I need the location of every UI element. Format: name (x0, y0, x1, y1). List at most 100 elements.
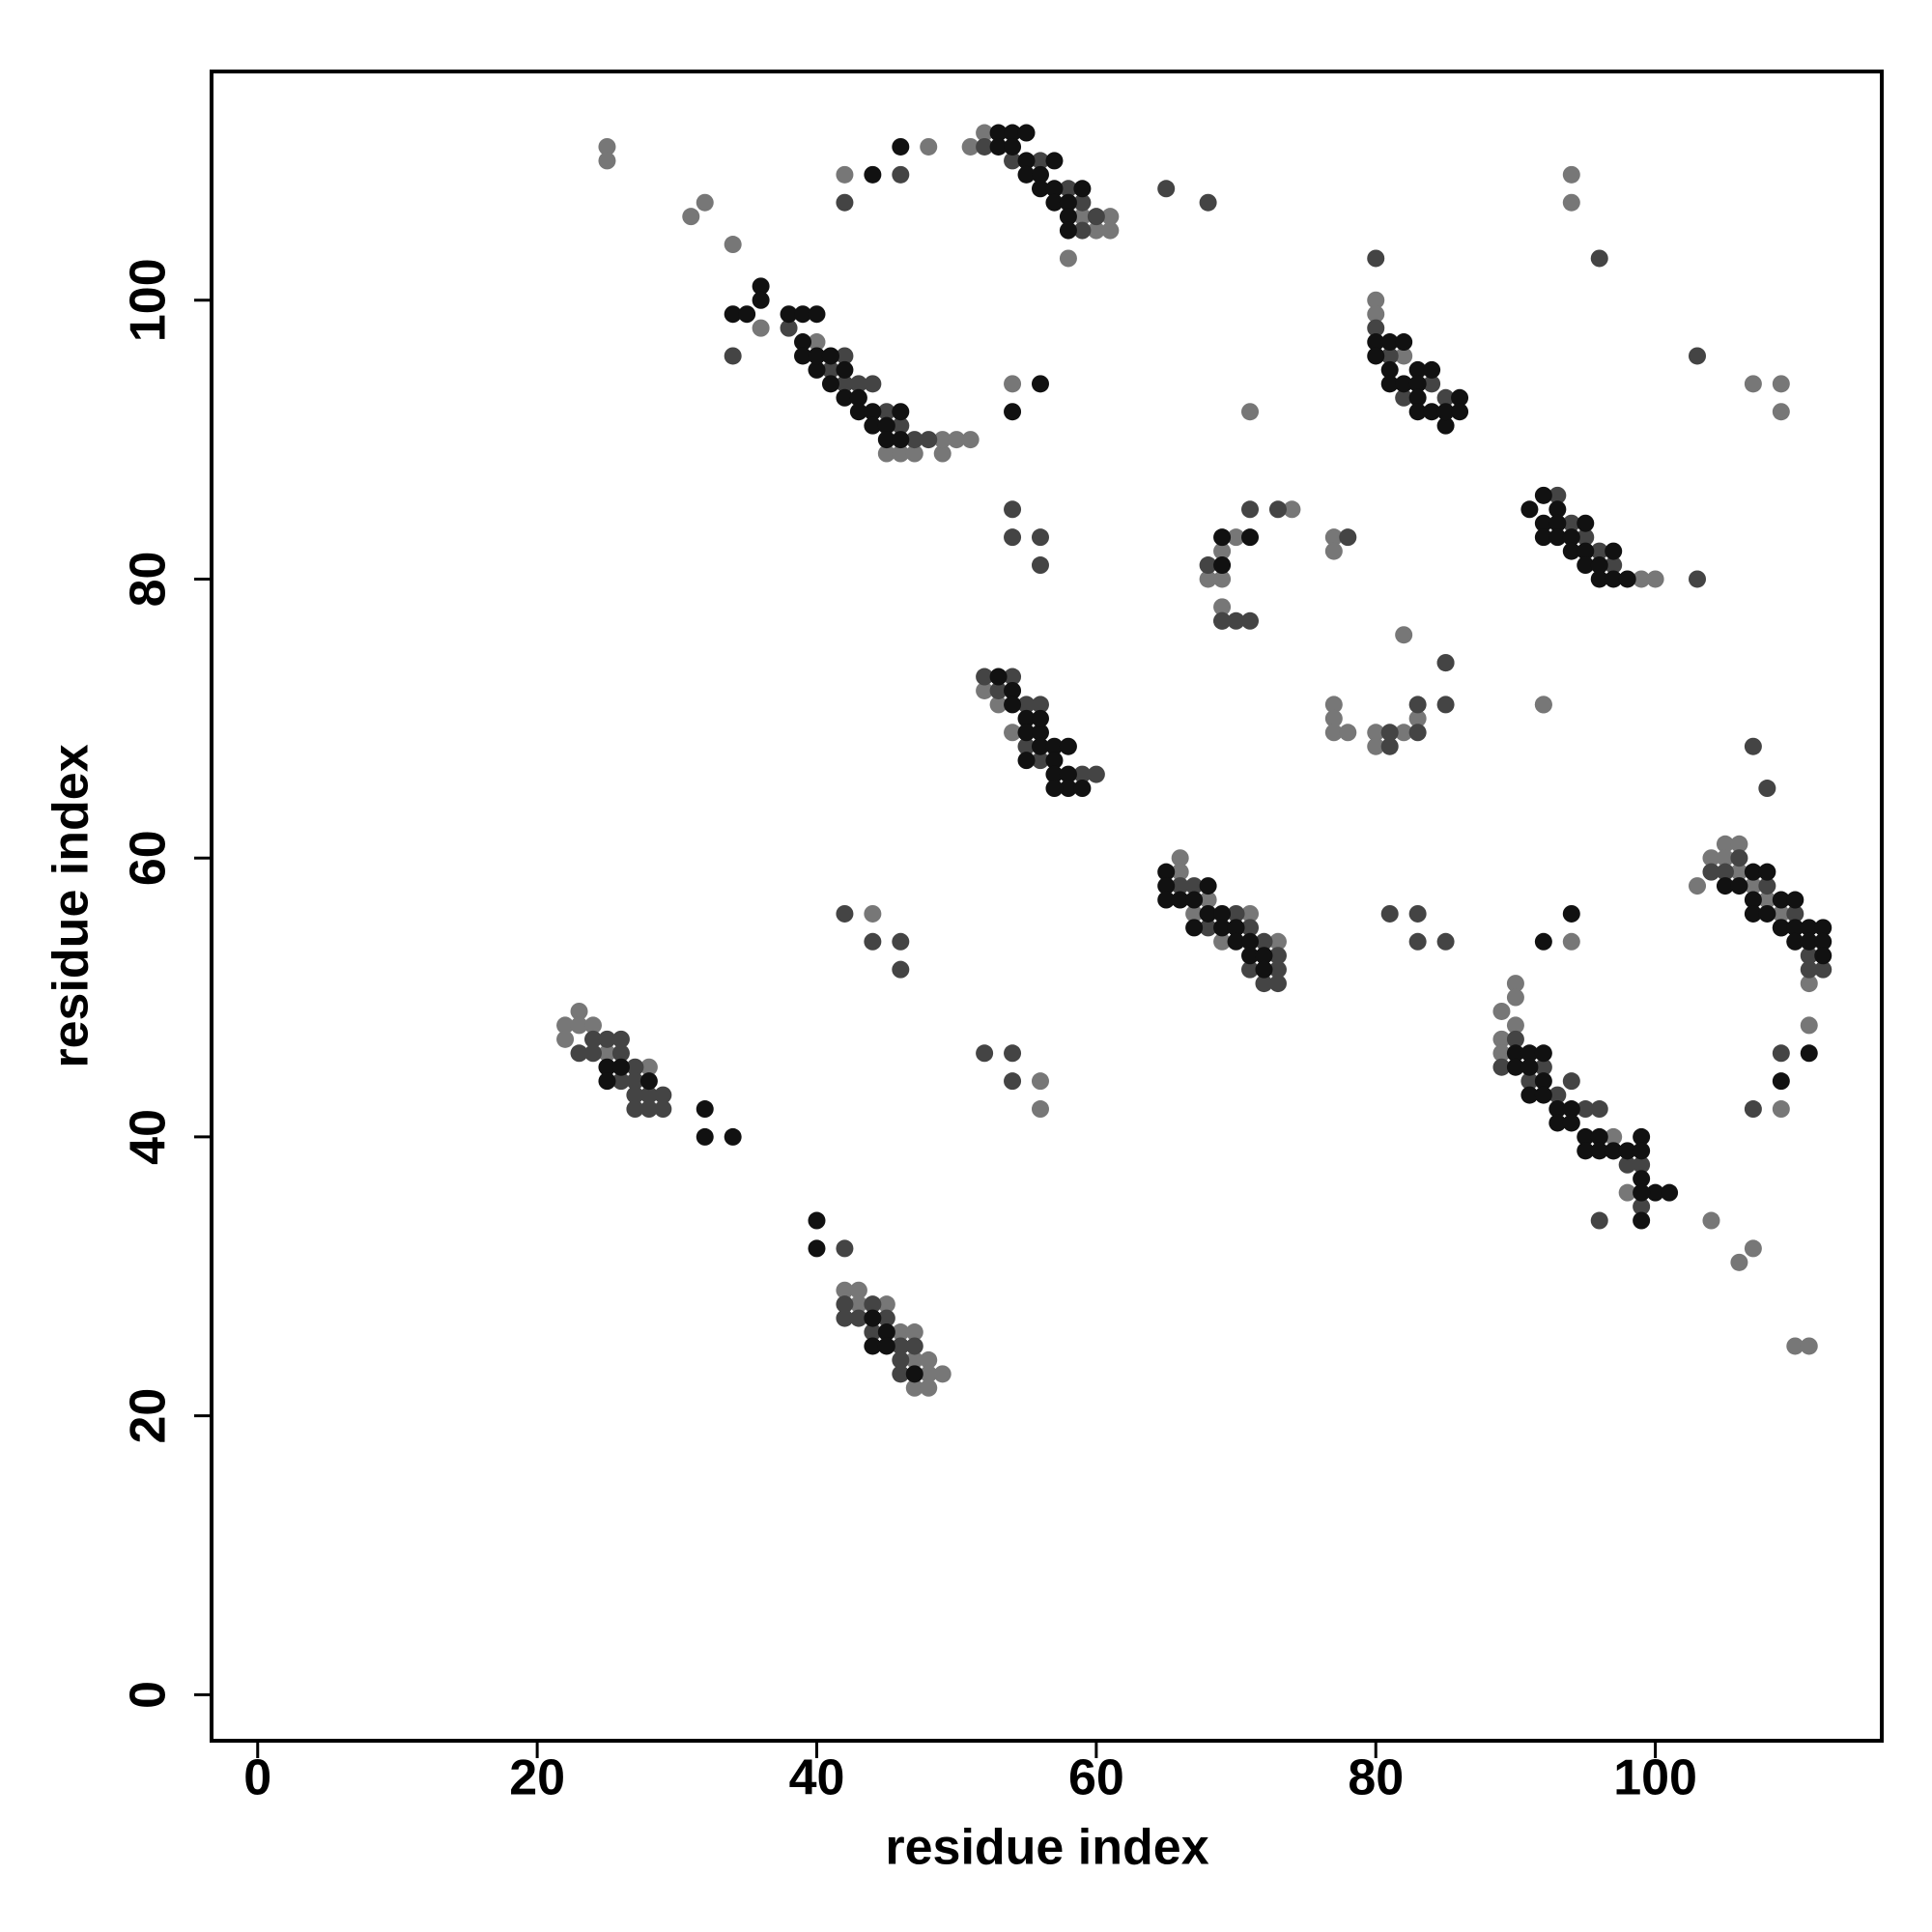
point (836, 388, 854, 407)
point (1423, 403, 1441, 421)
point (1436, 654, 1455, 672)
point (1702, 863, 1720, 881)
point (920, 1378, 938, 1397)
point (1157, 863, 1176, 881)
point (1213, 570, 1232, 588)
y-tick-label: 0 (121, 1681, 177, 1709)
point (1534, 486, 1552, 504)
point (1213, 932, 1232, 951)
point (1716, 863, 1734, 881)
point (1073, 193, 1092, 212)
point (583, 1030, 602, 1048)
point (1017, 165, 1036, 184)
point (864, 1309, 882, 1327)
point (1758, 891, 1776, 909)
point (1590, 570, 1608, 588)
point (1520, 1072, 1539, 1091)
point (1004, 696, 1022, 714)
point (920, 431, 938, 449)
point (905, 1350, 923, 1369)
point (1577, 514, 1595, 532)
point (1506, 1058, 1524, 1076)
point (948, 431, 966, 449)
point (1689, 347, 1707, 365)
point (864, 375, 882, 393)
point (1646, 570, 1664, 588)
point (892, 165, 910, 184)
point (1241, 904, 1260, 923)
point (1520, 1086, 1539, 1104)
point (1548, 1100, 1567, 1119)
point (1758, 863, 1776, 881)
point (1506, 1030, 1524, 1048)
point (1562, 904, 1580, 923)
point (1436, 932, 1455, 951)
point (877, 416, 895, 435)
point (1520, 1058, 1539, 1076)
point (1577, 1127, 1595, 1146)
point (1004, 152, 1022, 170)
point (1255, 975, 1273, 993)
point (808, 347, 826, 365)
point (1492, 1044, 1511, 1063)
point (1633, 1183, 1651, 1202)
point (864, 932, 882, 951)
point (1017, 696, 1036, 714)
point (1268, 932, 1287, 951)
point (1786, 891, 1804, 909)
point (1548, 486, 1567, 504)
point (905, 431, 923, 449)
point (892, 960, 910, 979)
point (989, 124, 1008, 142)
point (1605, 556, 1623, 575)
point (1213, 542, 1232, 560)
point (989, 696, 1008, 714)
point (1633, 1211, 1651, 1230)
point (1017, 752, 1036, 770)
point (1380, 333, 1399, 352)
point (1633, 1155, 1651, 1174)
point (877, 1323, 895, 1342)
point (920, 137, 938, 156)
point (1758, 780, 1776, 798)
point (1730, 849, 1748, 867)
point (1772, 919, 1790, 937)
point (1283, 500, 1301, 519)
point (1227, 904, 1245, 923)
point (1534, 514, 1552, 532)
point (654, 1100, 672, 1119)
point (1199, 556, 1217, 575)
point (1395, 333, 1413, 352)
point (1758, 877, 1776, 895)
point (976, 137, 994, 156)
point (1562, 542, 1580, 560)
point (877, 1295, 895, 1314)
point (1017, 724, 1036, 742)
point (583, 1044, 602, 1063)
point (836, 1281, 854, 1299)
point (1380, 347, 1399, 365)
point (598, 1072, 616, 1091)
point (1045, 152, 1064, 170)
point (1199, 904, 1217, 923)
point (1548, 528, 1567, 547)
point (849, 1295, 867, 1314)
point (1408, 696, 1427, 714)
point (1227, 919, 1245, 937)
point (892, 1337, 910, 1355)
point (1213, 528, 1232, 547)
point (1059, 208, 1077, 226)
point (933, 1365, 952, 1383)
point (1562, 1100, 1580, 1119)
point (877, 431, 895, 449)
point (1171, 849, 1189, 867)
point (724, 347, 742, 365)
point (1744, 1239, 1762, 1258)
point (1031, 724, 1049, 742)
point (780, 305, 798, 324)
point (1004, 375, 1022, 393)
point (1814, 960, 1833, 979)
point (1534, 1072, 1552, 1091)
point (1548, 514, 1567, 532)
point (1157, 891, 1176, 909)
